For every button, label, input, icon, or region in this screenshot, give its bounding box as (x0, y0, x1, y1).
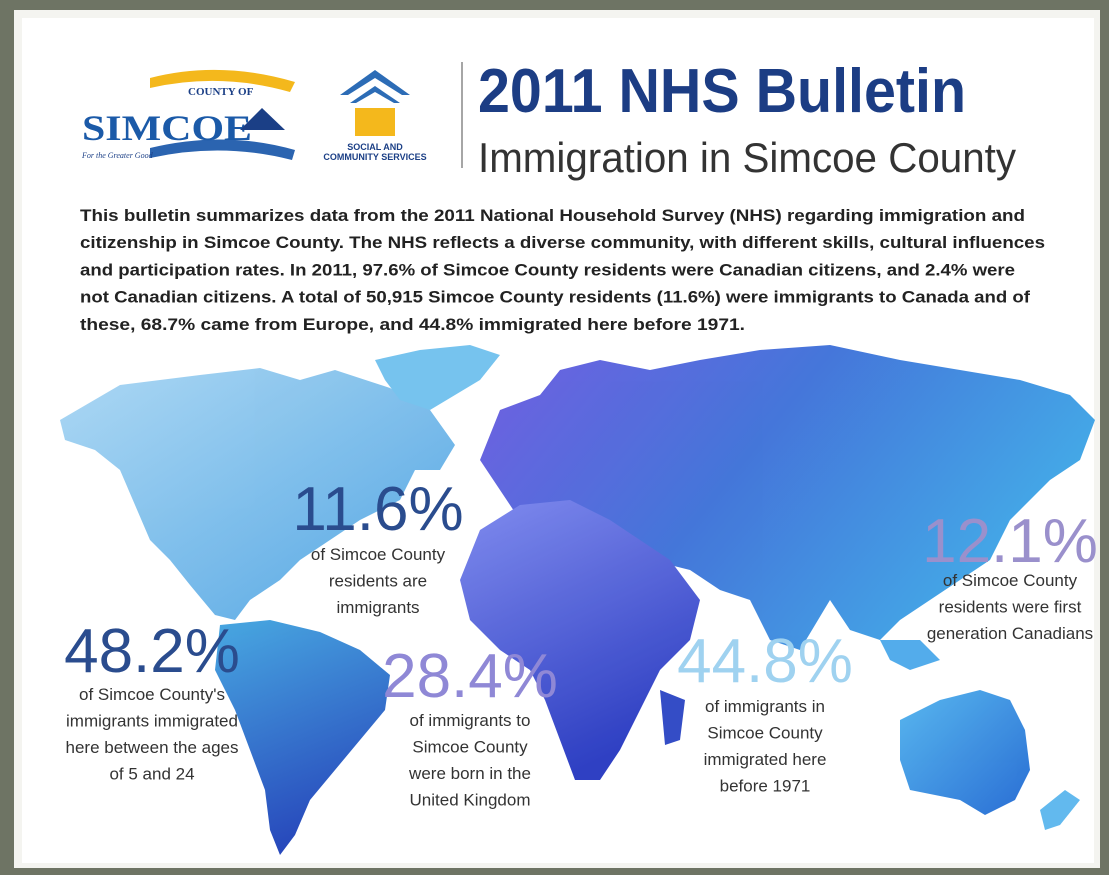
stat-text: United Kingdom (410, 791, 531, 810)
stat-text: Simcoe County (412, 738, 528, 757)
county-tagline: For the Greater Good (81, 151, 154, 160)
stat-value: 44.8% (677, 627, 853, 696)
stat-value: 11.6% (292, 475, 463, 544)
stat-text: immigrated here (704, 750, 827, 769)
services-line1: SOCIAL AND (347, 142, 403, 152)
stat-value: 12.1% (922, 507, 1098, 576)
stat-value: 28.4% (382, 642, 558, 711)
stat-text: of 5 and 24 (109, 765, 194, 784)
stat-text: Simcoe County (707, 724, 823, 743)
stat-text: immigrants immigrated (66, 712, 238, 731)
stat-text: here between the ages (66, 738, 239, 757)
services-line2: COMMUNITY SERVICES (323, 152, 426, 162)
stat-value: 48.2% (64, 617, 240, 686)
stat-text: immigrants (336, 598, 419, 617)
world-map (60, 345, 1095, 855)
stat-text: of Simcoe County's (79, 685, 225, 704)
title: 2011 NHS Bulletin (478, 57, 966, 126)
intro-line: This bulletin summarizes data from the 2… (80, 206, 1025, 225)
stat-text: before 1971 (720, 777, 811, 796)
county-logo: COUNTY OF SIMCOE For the Greater Good (81, 69, 295, 160)
stat-text: residents are (329, 572, 427, 591)
stat-text: of immigrants to (410, 711, 531, 730)
subtitle: Immigration in Simcoe County (478, 134, 1016, 181)
stat-text: of Simcoe County (943, 571, 1078, 590)
intro: This bulletin summarizes data from the 2… (80, 206, 1045, 334)
county-top: COUNTY OF (188, 86, 254, 98)
services-logo: SOCIAL AND COMMUNITY SERVICES (323, 70, 427, 162)
stat-text: generation Canadians (927, 624, 1093, 643)
county-name: SIMCOE (82, 108, 252, 148)
intro-line: these, 68.7% came from Europe, and 44.8%… (80, 315, 745, 334)
intro-line: not Canadian citizens. A total of 50,915… (80, 288, 1030, 307)
stat-text: of Simcoe County (311, 545, 446, 564)
stat-text: residents were first (939, 598, 1082, 617)
intro-line: and participation rates. In 2011, 97.6% … (80, 260, 1015, 279)
intro-line: citizenship in Simcoe County. The NHS re… (80, 233, 1045, 252)
stat-text: were born in the (408, 764, 531, 783)
stat-text: of immigrants in (705, 697, 825, 716)
